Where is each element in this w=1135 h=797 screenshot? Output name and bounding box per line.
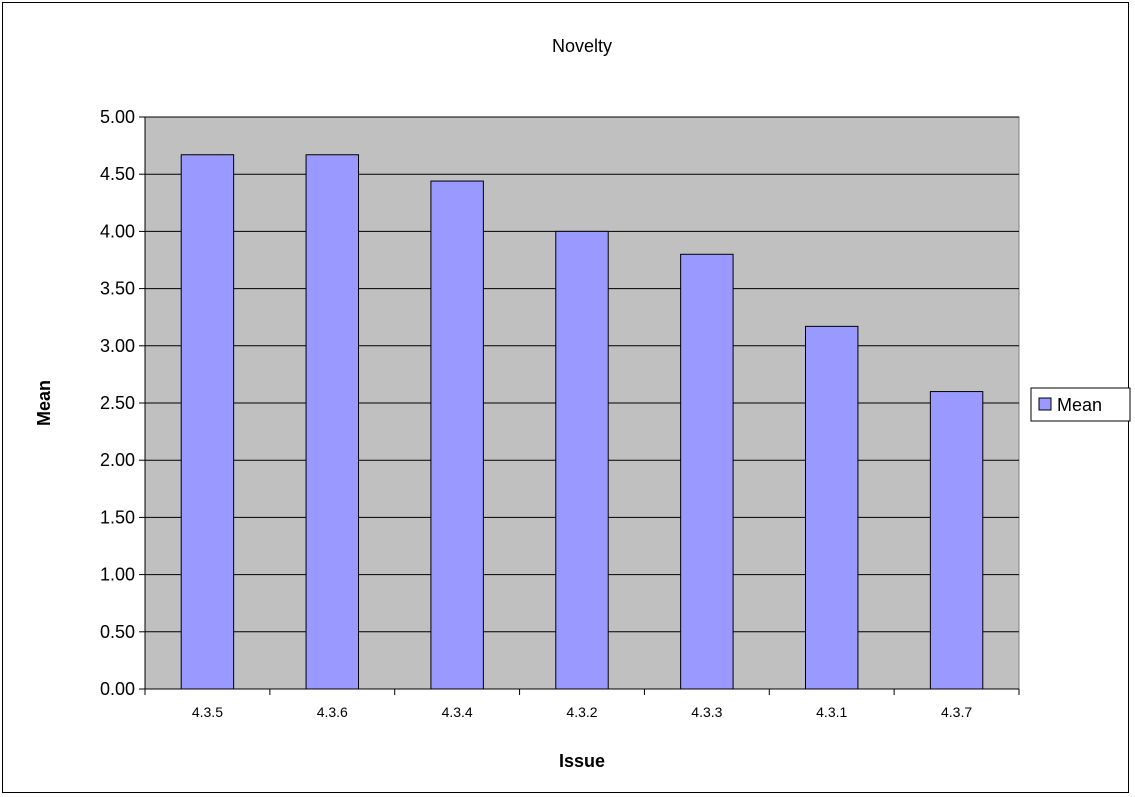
bar-4.3.7 <box>929 391 984 690</box>
y-tick-label: 4.50 <box>100 164 135 184</box>
legend-swatch <box>1038 397 1052 411</box>
bar-4.3.2 <box>555 230 609 690</box>
y-tick-label: 2.50 <box>100 393 135 413</box>
y-tick-label: 1.50 <box>100 507 135 527</box>
bar-4.3.6 <box>305 154 360 690</box>
y-tick-label: 0.50 <box>100 622 135 642</box>
x-tick-label: 4.3.5 <box>192 704 223 720</box>
x-tick-label: 4.3.3 <box>691 704 722 720</box>
y-tick-label: 3.00 <box>100 336 135 356</box>
x-tick-label: 4.3.6 <box>317 704 348 720</box>
bar-4.3.4 <box>430 180 484 690</box>
bar-4.3.3 <box>680 253 734 690</box>
bar-4.3.1 <box>804 325 859 690</box>
x-tick-label: 4.3.1 <box>816 704 847 720</box>
y-tick-label: 1.00 <box>100 565 135 585</box>
legend-label: Mean <box>1057 395 1102 415</box>
x-axis-ticks: 4.3.5 4.3.6 4.3.4 4.3.2 4.3.3 4.3.1 4.3.7 <box>144 689 1020 720</box>
y-axis-ticks: 0.00 0.50 1.00 1.50 2.00 2.50 3.00 3.50 4.00 4.50… <box>100 107 145 699</box>
y-tick-label: 3.50 <box>100 279 135 299</box>
y-tick-label: 2.00 <box>100 450 135 470</box>
chart-title: Novelty <box>552 36 612 56</box>
x-tick-label: 4.3.4 <box>442 704 473 720</box>
legend: Mean <box>1030 387 1131 422</box>
y-axis-label: Mean <box>34 380 54 426</box>
x-tick-label: 4.3.2 <box>566 704 597 720</box>
y-tick-label: 4.00 <box>100 221 135 241</box>
x-tick-label: 4.3.7 <box>941 704 972 720</box>
y-tick-label: 0.00 <box>100 679 135 699</box>
y-tick-label: 5.00 <box>100 107 135 127</box>
x-axis-label: Issue <box>559 751 605 771</box>
bar-4.3.5 <box>180 154 235 690</box>
